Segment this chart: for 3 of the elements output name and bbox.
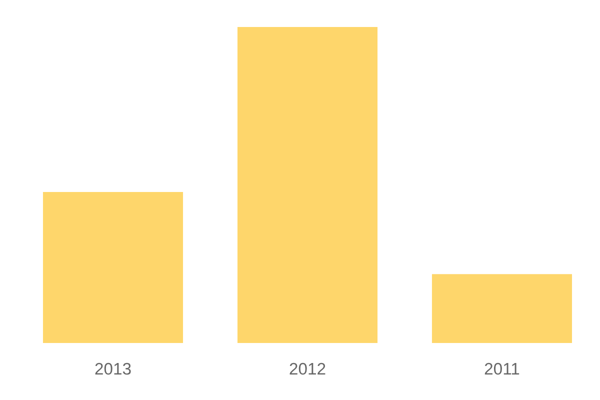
x-tick-label: 2012: [290, 362, 326, 375]
x-tick-label: 2011: [484, 362, 520, 375]
x-tick-label: 2013: [95, 362, 131, 375]
